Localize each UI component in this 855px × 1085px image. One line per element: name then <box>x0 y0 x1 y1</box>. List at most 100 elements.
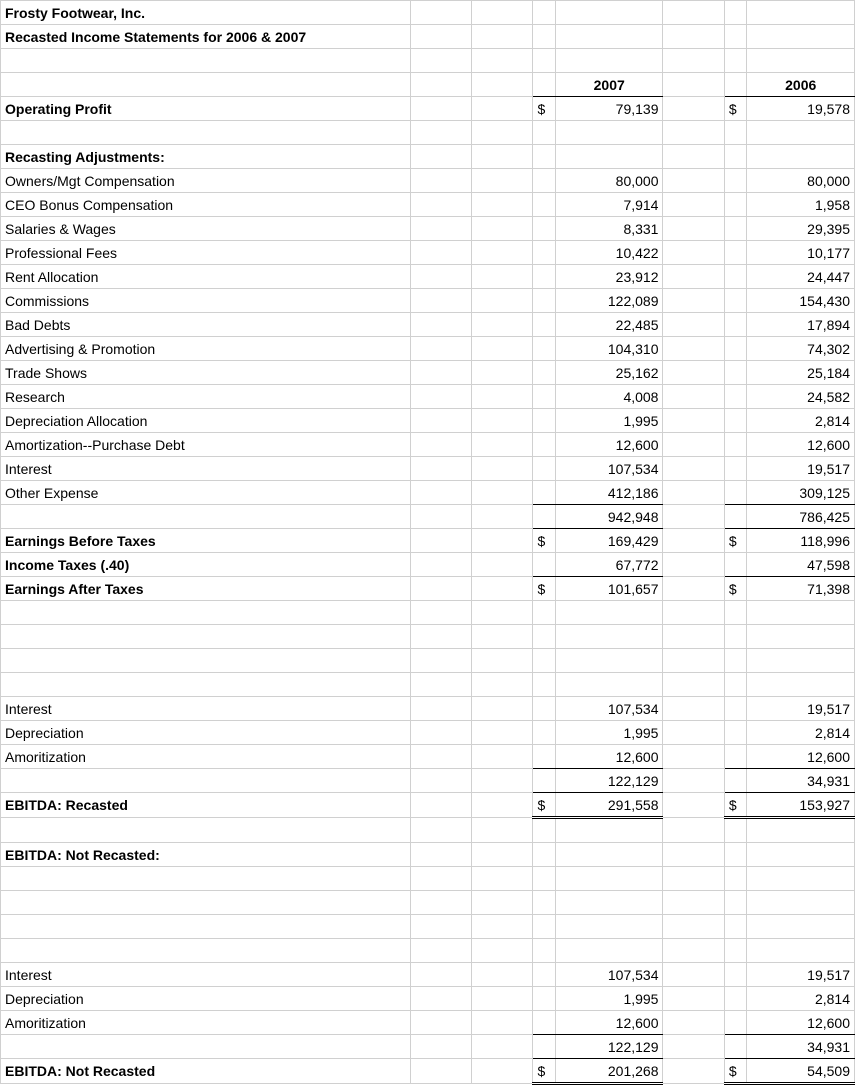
currency-symbol: $ <box>724 577 747 601</box>
cell-value: 12,600 <box>747 745 855 769</box>
row-label: Rent Allocation <box>1 265 411 289</box>
cell-value: 101,657 <box>555 577 663 601</box>
row-label: Trade Shows <box>1 361 411 385</box>
cell-value: 19,578 <box>747 97 855 121</box>
cell-value: 169,429 <box>555 529 663 553</box>
currency-symbol: $ <box>533 1059 556 1084</box>
subtotal: 122,129 <box>555 769 663 793</box>
cell-value: 2,814 <box>747 721 855 745</box>
cell-value: 19,517 <box>747 963 855 987</box>
row-label: Amortization--Purchase Debt <box>1 433 411 457</box>
cell-value: 7,914 <box>555 193 663 217</box>
row-label: Research <box>1 385 411 409</box>
cell-value: 19,517 <box>747 697 855 721</box>
row-label: Depreciation <box>1 987 411 1011</box>
cell-value: 118,996 <box>747 529 855 553</box>
row-label: Interest <box>1 457 411 481</box>
row-label: Salaries & Wages <box>1 217 411 241</box>
cell-value: 309,125 <box>747 481 855 505</box>
cell-value: 10,177 <box>747 241 855 265</box>
report-title: Recasted Income Statements for 2006 & 20… <box>1 25 411 49</box>
cell-value: 79,139 <box>555 97 663 121</box>
row-label: Amoritization <box>1 745 411 769</box>
currency-symbol: $ <box>724 529 747 553</box>
company-title: Frosty Footwear, Inc. <box>1 1 411 25</box>
cell-value: 412,186 <box>555 481 663 505</box>
row-label: Bad Debts <box>1 313 411 337</box>
cell-value: 1,958 <box>747 193 855 217</box>
cell-value: 291,558 <box>555 793 663 818</box>
cell-value: 12,600 <box>747 1011 855 1035</box>
currency-symbol: $ <box>724 97 747 121</box>
income-statement-table: Frosty Footwear, Inc. Recasted Income St… <box>0 0 855 1085</box>
row-label: Operating Profit <box>1 97 411 121</box>
cell-value: 4,008 <box>555 385 663 409</box>
currency-symbol: $ <box>533 97 556 121</box>
cell-value: 24,447 <box>747 265 855 289</box>
subtotal: 34,931 <box>747 769 855 793</box>
cell-value: 19,517 <box>747 457 855 481</box>
row-label: Interest <box>1 697 411 721</box>
cell-value: 29,395 <box>747 217 855 241</box>
cell-value: 23,912 <box>555 265 663 289</box>
cell-value: 25,162 <box>555 361 663 385</box>
cell-value: 10,422 <box>555 241 663 265</box>
cell-value: 153,927 <box>747 793 855 818</box>
subtotal: 942,948 <box>555 505 663 529</box>
cell-value: 17,894 <box>747 313 855 337</box>
cell-value: 12,600 <box>555 433 663 457</box>
subtotal: 786,425 <box>747 505 855 529</box>
currency-symbol: $ <box>533 529 556 553</box>
cell-value: 104,310 <box>555 337 663 361</box>
cell-value: 47,598 <box>747 553 855 577</box>
cell-value: 71,398 <box>747 577 855 601</box>
row-label: EBITDA: Not Recasted <box>1 1059 411 1084</box>
cell-value: 80,000 <box>747 169 855 193</box>
currency-symbol: $ <box>533 577 556 601</box>
currency-symbol: $ <box>724 793 747 818</box>
cell-value: 25,184 <box>747 361 855 385</box>
row-label: Owners/Mgt Compensation <box>1 169 411 193</box>
cell-value: 54,509 <box>747 1059 855 1084</box>
cell-value: 8,331 <box>555 217 663 241</box>
row-label: Advertising & Promotion <box>1 337 411 361</box>
cell-value: 80,000 <box>555 169 663 193</box>
subtotal: 122,129 <box>555 1035 663 1059</box>
row-label: Commissions <box>1 289 411 313</box>
cell-value: 12,600 <box>555 1011 663 1035</box>
cell-value: 107,534 <box>555 697 663 721</box>
section-header: EBITDA: Not Recasted: <box>1 843 411 867</box>
cell-value: 12,600 <box>747 433 855 457</box>
cell-value: 12,600 <box>555 745 663 769</box>
row-label: Professional Fees <box>1 241 411 265</box>
cell-value: 107,534 <box>555 963 663 987</box>
cell-value: 1,995 <box>555 721 663 745</box>
row-label: Earnings After Taxes <box>1 577 411 601</box>
row-label: EBITDA: Recasted <box>1 793 411 818</box>
cell-value: 122,089 <box>555 289 663 313</box>
currency-symbol: $ <box>533 793 556 818</box>
cell-value: 22,485 <box>555 313 663 337</box>
section-header: Recasting Adjustments: <box>1 145 411 169</box>
currency-symbol: $ <box>724 1059 747 1084</box>
row-label: Interest <box>1 963 411 987</box>
year-header-a: 2007 <box>555 73 663 97</box>
row-label: Depreciation <box>1 721 411 745</box>
cell-value: 1,995 <box>555 409 663 433</box>
cell-value: 2,814 <box>747 987 855 1011</box>
cell-value: 2,814 <box>747 409 855 433</box>
cell-value: 1,995 <box>555 987 663 1011</box>
cell-value: 201,268 <box>555 1059 663 1084</box>
row-label: Earnings Before Taxes <box>1 529 411 553</box>
cell-value: 67,772 <box>555 553 663 577</box>
row-label: Income Taxes (.40) <box>1 553 411 577</box>
year-header-b: 2006 <box>747 73 855 97</box>
row-label: Amoritization <box>1 1011 411 1035</box>
row-label: Depreciation Allocation <box>1 409 411 433</box>
cell-value: 24,582 <box>747 385 855 409</box>
cell-value: 154,430 <box>747 289 855 313</box>
row-label: Other Expense <box>1 481 411 505</box>
subtotal: 34,931 <box>747 1035 855 1059</box>
row-label: CEO Bonus Compensation <box>1 193 411 217</box>
cell-value: 74,302 <box>747 337 855 361</box>
